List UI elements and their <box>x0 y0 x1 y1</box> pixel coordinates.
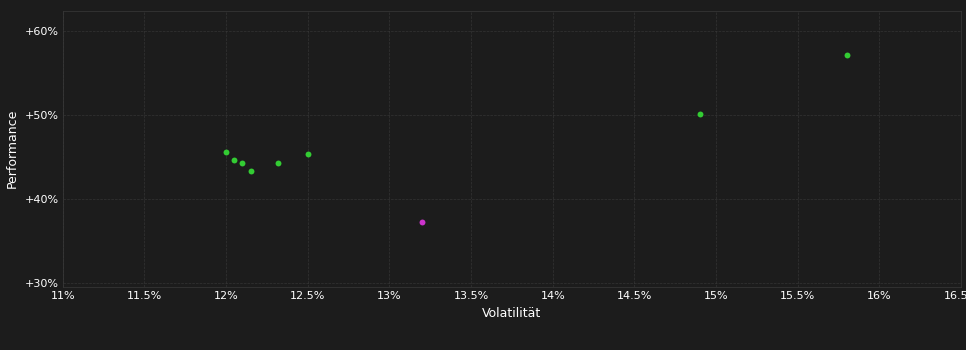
Point <box>242 169 258 174</box>
Point <box>839 52 855 58</box>
X-axis label: Volatilität: Volatilität <box>482 307 542 320</box>
Point <box>218 149 234 155</box>
Point <box>270 160 286 166</box>
Point <box>414 219 430 224</box>
Point <box>227 157 242 162</box>
Y-axis label: Performance: Performance <box>6 109 19 188</box>
Point <box>300 151 316 156</box>
Point <box>692 111 707 116</box>
Point <box>235 160 250 166</box>
